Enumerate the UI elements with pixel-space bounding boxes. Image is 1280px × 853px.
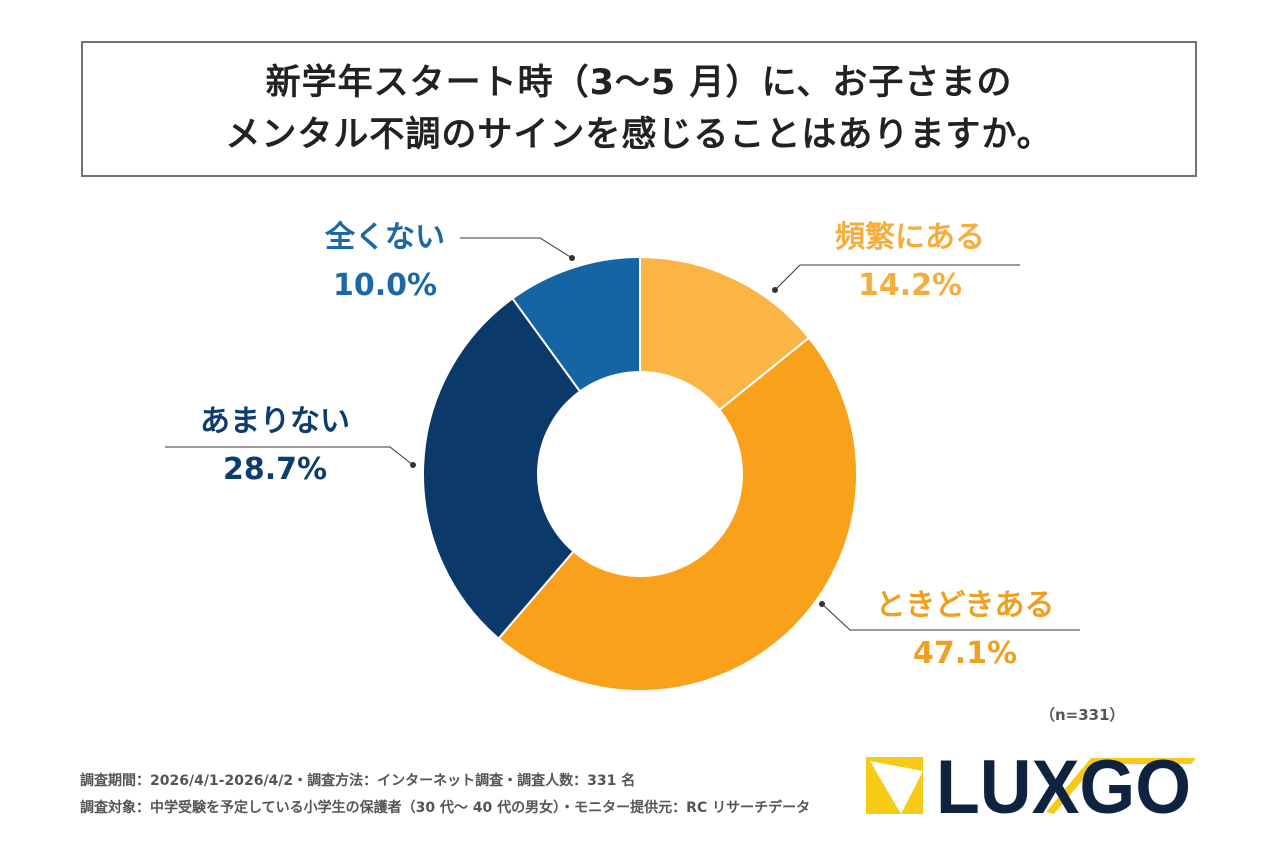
title-box: 新学年スタート時（3〜5 月）に、お子さまの メンタル不調のサインを感じることは… (81, 41, 1197, 177)
leader-line-rarely (165, 446, 414, 466)
leader-line-freq (774, 264, 1020, 291)
sample-size: （n=331） (1040, 706, 1125, 724)
label-sometimes-value: 47.1% (912, 636, 1018, 671)
label-rarely-value: 28.7% (222, 452, 328, 487)
label-freq-value: 14.2% (857, 268, 963, 303)
label-never-value: 10.0% (332, 268, 438, 303)
leader-line-never (460, 237, 573, 259)
svg-text:LUXGO: LUXGO (936, 745, 1191, 830)
donut-slice-3 (511, 255, 641, 393)
luxgo-logo: LUXGO (866, 745, 1196, 830)
label-rarely: あまりない 28.7% (165, 398, 385, 494)
donut-slice-1 (497, 336, 858, 692)
leader-line-sometimes (821, 603, 1080, 631)
leader-dot-sometimes (819, 601, 825, 607)
title-line-2: メンタル不調のサインを感じることはありますか。 (225, 115, 1053, 155)
label-rarely-name: あまりない (200, 404, 350, 439)
label-never: 全くない 10.0% (300, 214, 470, 310)
label-freq-name: 頻繁にある (835, 220, 985, 255)
label-sometimes: ときどきある 47.1% (850, 582, 1080, 678)
donut-slice-2 (422, 297, 582, 640)
label-sometimes-name: ときどきある (875, 588, 1055, 623)
title-line-1: 新学年スタート時（3〜5 月）に、お子さまの (265, 63, 1013, 103)
leader-lines (165, 237, 1080, 631)
label-freq: 頻繁にある 14.2% (800, 214, 1020, 310)
leader-dot-rarely (410, 462, 416, 468)
leader-dot-never (569, 255, 575, 261)
footer-line-1: 調査期間：2026/4/1-2026/4/2・調査方法：インターネット調査・調査… (80, 773, 636, 789)
leader-dot-freq (772, 287, 778, 293)
label-never-name: 全くない (325, 220, 445, 255)
footer-line-2: 調査対象：中学受験を予定している小学生の保護者（30 代〜 40 代の男女）・モ… (80, 800, 811, 816)
